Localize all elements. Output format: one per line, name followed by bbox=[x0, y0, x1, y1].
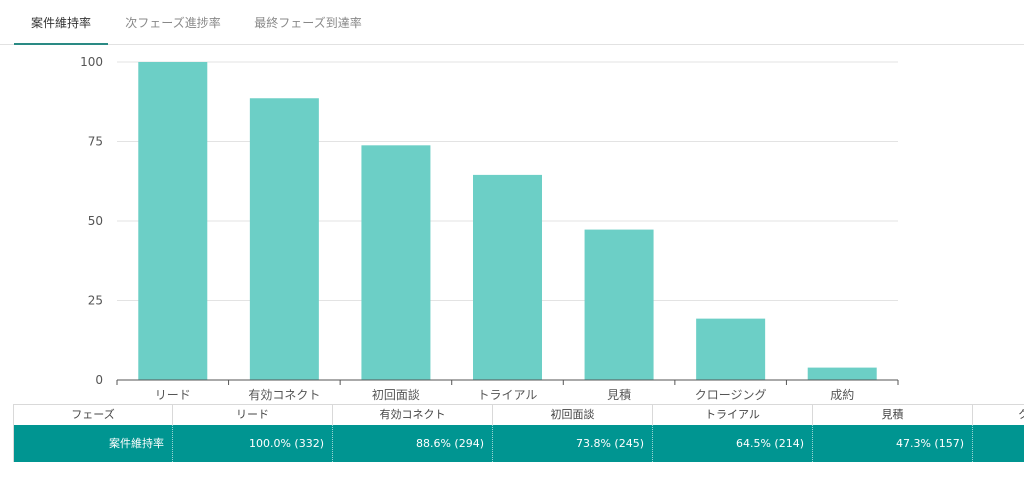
tab-retention-rate[interactable]: 案件維持率 bbox=[14, 0, 108, 45]
tab-bar: 案件維持率 次フェーズ進捗率 最終フェーズ到達率 bbox=[0, 0, 1024, 45]
header-cell-closing: ク bbox=[1018, 408, 1024, 421]
y-axis-ticks: 0 25 50 75 100 bbox=[80, 55, 103, 387]
x-tick-label: トライアル bbox=[478, 388, 538, 402]
header-cell-first-meeting: 初回面談 bbox=[493, 405, 653, 425]
y-tick-label: 100 bbox=[80, 55, 103, 69]
row-label: 案件維持率 bbox=[14, 425, 173, 462]
bar[interactable] bbox=[473, 174, 542, 380]
x-axis-ticks: リード 有効コネクト 初回面談 トライアル 見積 クロージング 成約 bbox=[116, 380, 899, 402]
cell-closing bbox=[973, 425, 1024, 462]
bar[interactable] bbox=[361, 145, 431, 380]
header-cell-lead: リード bbox=[173, 405, 333, 425]
header-cell-phase: フェーズ bbox=[14, 405, 173, 425]
x-tick-label: 有効コネクト bbox=[248, 387, 320, 402]
data-table: フェーズ リード 有効コネクト 初回面談 トライアル 見積 ク 案件維持率 10… bbox=[14, 404, 1024, 462]
bar-chart: 0 25 50 75 100 リード 有効コネクト 初回面談 トライアル 見積 クロージング 成約 bbox=[80, 55, 899, 402]
table-left-border bbox=[13, 404, 14, 462]
bar[interactable] bbox=[807, 367, 877, 380]
x-tick-label: 成約 bbox=[830, 387, 854, 402]
y-tick-label: 75 bbox=[88, 135, 103, 149]
x-tick-label: クロージング bbox=[695, 388, 767, 402]
bar[interactable] bbox=[696, 318, 766, 380]
bar[interactable] bbox=[138, 62, 208, 380]
bar[interactable] bbox=[584, 229, 654, 380]
cell-first-meeting: 73.8% (245) bbox=[493, 425, 653, 462]
y-tick-label: 25 bbox=[88, 294, 103, 308]
x-tick-label: リード bbox=[155, 388, 191, 402]
cell-connect: 88.6% (294) bbox=[333, 425, 493, 462]
x-tick-label: 見積 bbox=[607, 387, 631, 402]
bars bbox=[138, 62, 877, 380]
tab-next-phase-progress[interactable]: 次フェーズ進捗率 bbox=[125, 16, 221, 30]
header-cell-connect: 有効コネクト bbox=[333, 405, 493, 425]
tab-final-phase-reach[interactable]: 最終フェーズ到達率 bbox=[254, 16, 362, 30]
cell-estimate: 47.3% (157) bbox=[813, 425, 973, 462]
header-cell-trial: トライアル bbox=[653, 405, 813, 425]
cell-lead: 100.0% (332) bbox=[173, 425, 333, 462]
x-tick-label: 初回面談 bbox=[372, 387, 420, 402]
y-tick-label: 50 bbox=[88, 214, 103, 228]
table-header-row: フェーズ リード 有効コネクト 初回面談 トライアル 見積 ク bbox=[14, 404, 1024, 426]
y-tick-label: 0 bbox=[95, 373, 103, 387]
header-cell-estimate: 見積 bbox=[813, 405, 973, 425]
bar[interactable] bbox=[249, 98, 319, 380]
table-row: 案件維持率 100.0% (332) 88.6% (294) 73.8% (24… bbox=[14, 425, 1024, 462]
cell-trial: 64.5% (214) bbox=[653, 425, 813, 462]
